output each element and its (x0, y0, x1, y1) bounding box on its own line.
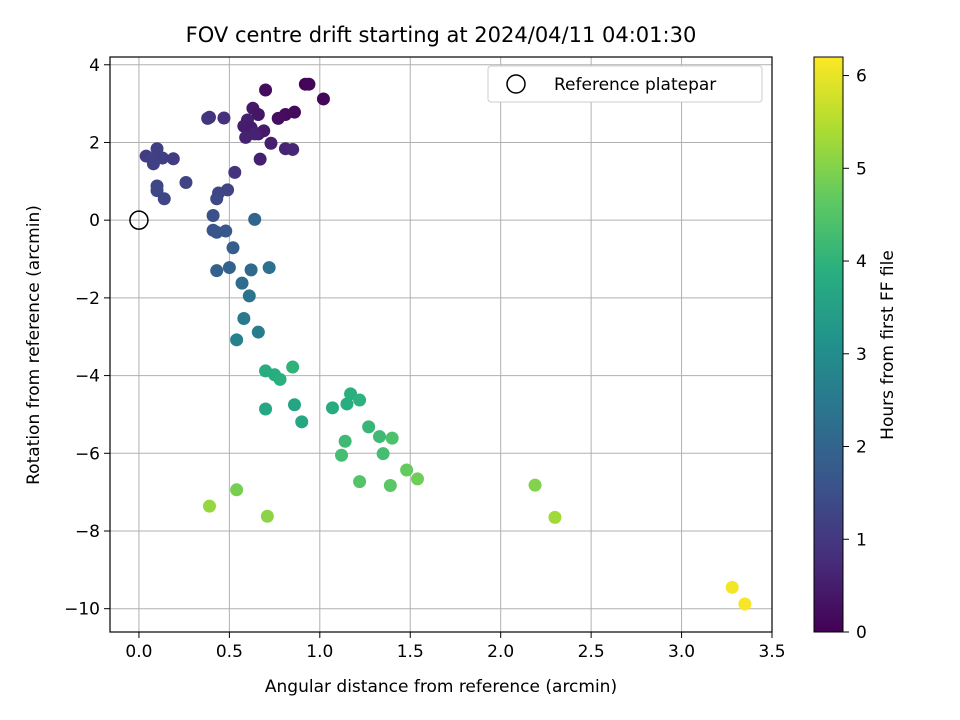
x-tick-label: 0.5 (216, 642, 243, 662)
legend-box (487, 65, 763, 103)
scatter-point (210, 192, 224, 206)
scatter-point (222, 261, 236, 275)
y-tick-label: −4 (75, 367, 100, 387)
scatter-point (325, 401, 339, 415)
scatter-point (376, 447, 390, 461)
colorbar-gradient (813, 56, 844, 633)
scatter-point (206, 209, 220, 223)
scatter-point (528, 478, 542, 492)
scatter-point (157, 192, 171, 206)
colorbar-tick-label: 6 (856, 67, 867, 87)
scatter-point (273, 372, 287, 386)
colorbar-tick-label: 5 (856, 159, 867, 179)
colorbar-tick-label: 1 (856, 530, 867, 550)
colorbar-label: Hours from first FF file (878, 250, 898, 440)
scatter-point (230, 483, 244, 497)
x-tick-label: 1.0 (306, 642, 333, 662)
scatter-point (340, 397, 354, 411)
scatter-point (400, 463, 414, 477)
scatter-point (353, 393, 367, 407)
colorbar: 0 1 2 3 4 5 6 Hours from first FF file (813, 56, 898, 643)
scatter-point (219, 224, 233, 238)
legend-label-reference: Reference platepar (554, 75, 716, 95)
scatter-point (738, 597, 752, 611)
y-tick-label: 4 (89, 56, 100, 76)
scatter-point (385, 431, 399, 445)
scatter-point (146, 157, 160, 171)
y-tick-label: 0 (89, 211, 100, 231)
x-tick-label: 2.0 (487, 642, 514, 662)
scatter-point (259, 83, 273, 97)
x-tick-label: 3.0 (668, 642, 695, 662)
scatter-point (383, 479, 397, 493)
scatter-point (179, 175, 193, 189)
y-axis-ticks: 4 2 0 −2 −4 −6 −8 −10 (64, 56, 110, 620)
x-tick-label: 0.0 (125, 642, 152, 662)
colorbar-tick-label: 0 (856, 623, 867, 643)
scatter-point (287, 398, 301, 412)
scatter-point (251, 325, 265, 339)
scatter-point (230, 333, 244, 347)
scatter-point (237, 311, 251, 325)
colorbar-tick-label: 3 (856, 345, 867, 365)
x-tick-label: 3.5 (758, 642, 785, 662)
scatter-point (201, 111, 215, 125)
scatter-point (286, 360, 300, 374)
scatter-point (242, 289, 256, 303)
scatter-point (226, 241, 240, 255)
scatter-point (253, 152, 267, 166)
x-tick-label: 1.5 (397, 642, 424, 662)
scatter-point (271, 111, 285, 125)
scatter-point (248, 212, 262, 226)
scatter-point (251, 108, 265, 121)
scatter-point (362, 420, 376, 434)
scatter-point (217, 111, 231, 125)
scatter-point (221, 183, 235, 197)
scatter-point (295, 415, 309, 429)
scatter-point (239, 130, 253, 144)
scatter-point (316, 92, 330, 106)
scatter-point (335, 448, 349, 462)
x-axis-ticks: 0.0 0.5 1.0 1.5 2.0 2.5 3.0 3.5 (125, 632, 786, 662)
scatter-point (725, 580, 739, 594)
scatter-point (410, 472, 424, 486)
scatter-point (166, 152, 180, 166)
y-axis-label: Rotation from reference (arcmin) (24, 205, 44, 485)
scatter-point (548, 510, 562, 524)
scatter-point (259, 402, 273, 416)
scatter-point (344, 387, 358, 401)
colorbar-ticks: 0 1 2 3 4 5 6 (843, 67, 867, 643)
y-tick-label: −8 (75, 522, 100, 542)
data-points (139, 77, 752, 611)
colorbar-tick-label: 2 (856, 438, 867, 458)
reference-point-marker (129, 210, 149, 230)
plot-frame (109, 56, 773, 633)
scatter-point (338, 434, 352, 448)
y-tick-label: 2 (89, 133, 100, 153)
scatter-point (210, 264, 224, 278)
scatter-point (235, 276, 249, 290)
scatter-point (353, 475, 367, 489)
scatter-point (286, 142, 300, 156)
scatter-point (373, 430, 387, 444)
legend: Reference platepar (487, 65, 763, 103)
colorbar-tick-label: 4 (856, 252, 867, 272)
scatter-point (260, 509, 274, 523)
chart-title: FOV centre drift starting at 2024/04/11 … (186, 23, 697, 47)
legend-marker-reference (506, 74, 526, 94)
scatter-point (264, 136, 278, 150)
y-tick-label: −10 (64, 600, 100, 620)
x-tick-label: 2.5 (578, 642, 605, 662)
scatter-point (244, 263, 258, 277)
x-axis-label: Angular distance from reference (arcmin) (265, 677, 617, 697)
scatter-point (302, 77, 316, 91)
scatter-point (202, 499, 216, 513)
y-tick-label: −6 (75, 444, 100, 464)
y-tick-label: −2 (75, 289, 100, 309)
scatter-point (228, 165, 242, 179)
scatter-point (262, 261, 276, 275)
